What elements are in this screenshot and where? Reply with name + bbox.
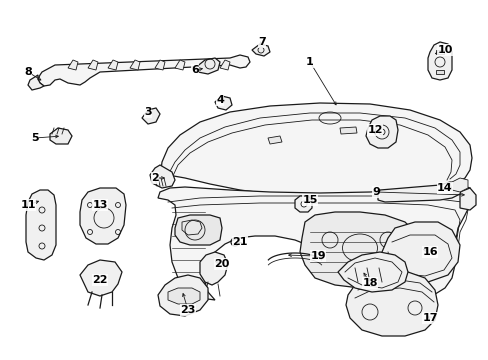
Text: 11: 11 xyxy=(20,200,36,210)
Polygon shape xyxy=(346,272,437,336)
Polygon shape xyxy=(220,60,229,70)
Polygon shape xyxy=(267,136,282,144)
Polygon shape xyxy=(200,252,227,285)
Text: 2: 2 xyxy=(151,173,159,183)
Polygon shape xyxy=(299,212,421,288)
Polygon shape xyxy=(155,60,164,70)
Polygon shape xyxy=(175,215,222,245)
Text: 5: 5 xyxy=(31,133,39,143)
Polygon shape xyxy=(459,188,475,210)
Polygon shape xyxy=(195,58,220,74)
Polygon shape xyxy=(339,127,356,134)
Polygon shape xyxy=(435,50,443,54)
Polygon shape xyxy=(215,96,231,110)
Polygon shape xyxy=(381,222,459,282)
Text: 14: 14 xyxy=(436,183,452,193)
Text: 15: 15 xyxy=(302,195,317,205)
Polygon shape xyxy=(200,60,209,70)
Polygon shape xyxy=(26,190,56,260)
Polygon shape xyxy=(80,188,126,244)
Text: 20: 20 xyxy=(214,259,229,269)
Text: 10: 10 xyxy=(436,45,452,55)
Polygon shape xyxy=(38,55,249,86)
Polygon shape xyxy=(50,128,72,144)
Polygon shape xyxy=(337,252,407,292)
Polygon shape xyxy=(150,165,175,188)
Polygon shape xyxy=(158,185,471,300)
Polygon shape xyxy=(68,60,78,70)
Polygon shape xyxy=(28,75,44,90)
Polygon shape xyxy=(435,70,443,74)
Polygon shape xyxy=(130,60,140,70)
Text: 3: 3 xyxy=(144,107,151,117)
Polygon shape xyxy=(175,60,184,70)
Text: 7: 7 xyxy=(258,37,265,47)
Text: 21: 21 xyxy=(232,237,247,247)
Polygon shape xyxy=(158,275,207,316)
Polygon shape xyxy=(142,108,160,124)
Text: 1: 1 xyxy=(305,57,313,67)
Text: 12: 12 xyxy=(366,125,382,135)
Text: 16: 16 xyxy=(421,247,437,257)
Polygon shape xyxy=(427,42,451,80)
Text: 23: 23 xyxy=(180,305,195,315)
Text: 4: 4 xyxy=(216,95,224,105)
Text: 17: 17 xyxy=(421,313,437,323)
Text: 8: 8 xyxy=(24,67,32,77)
Polygon shape xyxy=(449,178,467,192)
Polygon shape xyxy=(294,196,311,212)
Polygon shape xyxy=(365,116,397,148)
Text: 19: 19 xyxy=(309,251,325,261)
Text: 18: 18 xyxy=(362,278,377,288)
Text: 6: 6 xyxy=(191,65,199,75)
Text: 13: 13 xyxy=(92,200,107,210)
Polygon shape xyxy=(160,103,471,197)
Text: 9: 9 xyxy=(371,187,379,197)
Polygon shape xyxy=(88,60,98,70)
Polygon shape xyxy=(108,60,118,70)
Polygon shape xyxy=(377,182,461,202)
Polygon shape xyxy=(168,288,200,304)
Polygon shape xyxy=(251,44,269,56)
Text: 22: 22 xyxy=(92,275,107,285)
Polygon shape xyxy=(80,260,122,296)
